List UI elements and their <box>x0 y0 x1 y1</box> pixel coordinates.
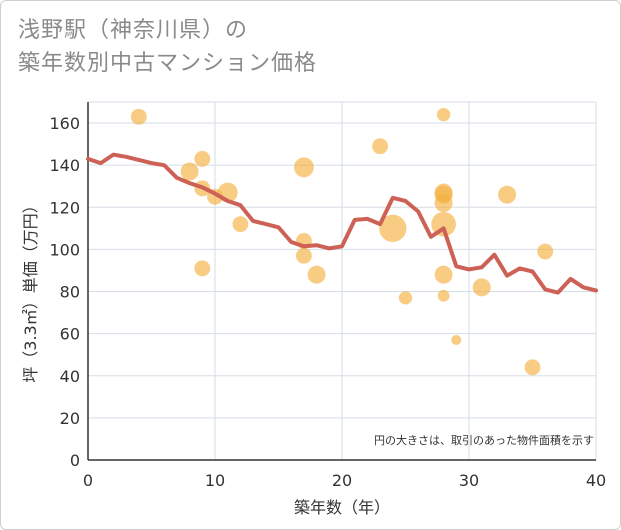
bubble-point <box>434 194 453 213</box>
x-axis-label: 築年数（年） <box>294 498 390 517</box>
bubble-point <box>194 150 211 167</box>
x-tick-label: 30 <box>459 471 479 490</box>
trend-line-series <box>86 152 598 295</box>
size-note: 円の大きさは、取引のあった物件面積を示す <box>374 433 594 447</box>
bubble-point <box>232 216 249 233</box>
bubble-point <box>307 265 326 284</box>
y-axis-label: 坪（3.3㎡）単価（万円） <box>21 197 40 382</box>
x-tick-label: 40 <box>586 471 606 490</box>
bubble-point <box>434 265 453 284</box>
axes <box>87 102 596 461</box>
bubble-point <box>451 334 462 345</box>
y-tick-label: 60 <box>60 325 80 344</box>
bubble-point <box>194 260 211 277</box>
bubble-point <box>180 162 199 181</box>
bubble-point <box>472 278 491 297</box>
y-tick-label: 120 <box>49 198 80 217</box>
y-tick-label: 80 <box>60 283 80 302</box>
bubble-point <box>293 157 314 178</box>
bubble-point <box>372 138 389 155</box>
bubble-point <box>537 243 554 260</box>
bubble-point <box>295 247 312 264</box>
y-tick-label: 20 <box>60 409 80 428</box>
bubble-point <box>379 214 407 243</box>
x-tick-label: 20 <box>332 471 352 490</box>
y-tick-label: 100 <box>49 240 80 259</box>
bubble-point <box>498 185 517 204</box>
y-tick-label: 160 <box>49 114 80 133</box>
x-tick-label: 0 <box>83 471 93 490</box>
chart-title: 浅野駅（神奈川県）の 築年数別中古マンション価格 <box>18 18 318 76</box>
y-tick-label: 40 <box>60 367 80 386</box>
bubble-point <box>398 291 413 305</box>
grid-lines <box>87 101 597 461</box>
y-tick-label: 140 <box>49 156 80 175</box>
average-price-line <box>86 152 598 295</box>
bubble-point <box>130 108 147 125</box>
bubble-point <box>436 107 451 122</box>
y-tick-label: 0 <box>70 451 80 470</box>
tick-labels: 0 10 20 30 40 0 20 40 60 80 100 120 140 160 <box>49 114 606 490</box>
bubble-point <box>437 289 450 302</box>
x-tick-label: 10 <box>205 471 225 490</box>
bubble-point <box>524 359 541 376</box>
